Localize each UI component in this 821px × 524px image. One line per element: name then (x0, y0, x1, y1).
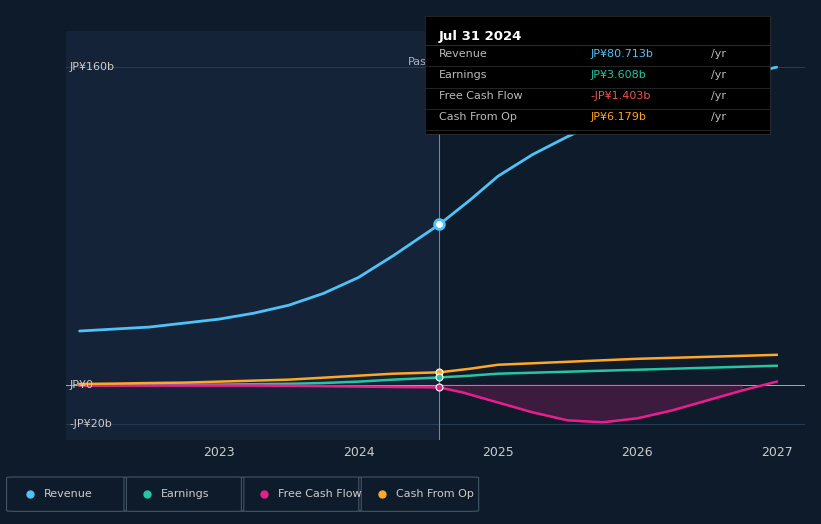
Text: /yr: /yr (712, 113, 727, 123)
Text: JP¥80.713b: JP¥80.713b (591, 49, 654, 59)
Text: /yr: /yr (712, 91, 727, 101)
Text: -JP¥20b: -JP¥20b (70, 419, 112, 429)
Text: Analysts Forecasts: Analysts Forecasts (447, 57, 552, 67)
Text: Free Cash Flow: Free Cash Flow (439, 91, 523, 101)
Text: JP¥160b: JP¥160b (70, 62, 115, 72)
Text: Revenue: Revenue (439, 49, 488, 59)
Text: /yr: /yr (712, 70, 727, 80)
Text: JP¥0: JP¥0 (70, 379, 94, 390)
Text: -JP¥1.403b: -JP¥1.403b (591, 91, 651, 101)
Text: Cash From Op: Cash From Op (396, 489, 474, 499)
Text: JP¥3.608b: JP¥3.608b (591, 70, 647, 80)
Text: /yr: /yr (712, 49, 727, 59)
Bar (439, 31, 805, 440)
Text: Jul 31 2024: Jul 31 2024 (439, 30, 522, 43)
Text: JP¥6.179b: JP¥6.179b (591, 113, 647, 123)
Text: Free Cash Flow: Free Cash Flow (278, 489, 362, 499)
Text: Earnings: Earnings (439, 70, 488, 80)
Text: Earnings: Earnings (161, 489, 209, 499)
Text: Cash From Op: Cash From Op (439, 113, 517, 123)
Text: Revenue: Revenue (44, 489, 92, 499)
Bar (66, 31, 439, 440)
Text: Past: Past (408, 57, 431, 67)
